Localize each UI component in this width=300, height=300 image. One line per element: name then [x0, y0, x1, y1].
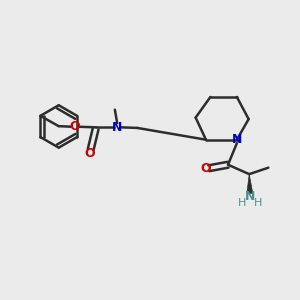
Text: N: N	[112, 121, 122, 134]
Text: O: O	[85, 147, 95, 160]
Text: O: O	[200, 162, 211, 175]
Text: H: H	[254, 198, 262, 208]
Text: O: O	[70, 120, 80, 133]
Polygon shape	[247, 174, 253, 193]
Text: N: N	[232, 133, 243, 146]
Text: H: H	[237, 198, 246, 208]
Text: N: N	[244, 190, 255, 203]
